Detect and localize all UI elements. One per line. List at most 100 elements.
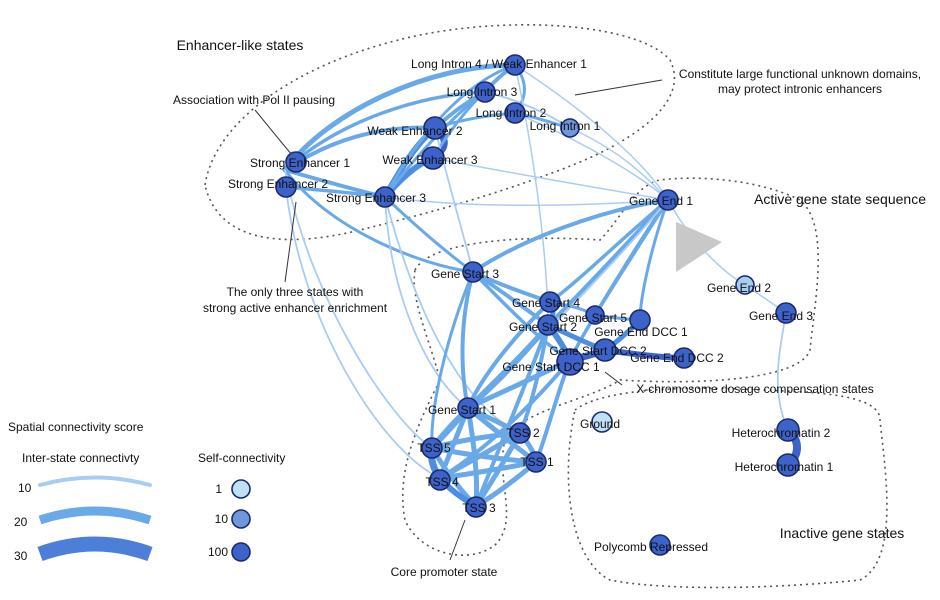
node-layer [275, 54, 800, 556]
label-tss-3: TSS 3 [462, 501, 496, 515]
edge-se3-tss2 [384, 196, 521, 434]
legend-self-swatch-10 [231, 509, 251, 529]
node-weak-enhancer-2[interactable] [423, 116, 447, 140]
annotation-pol2: Association with Pol II pausing [173, 93, 335, 107]
legend-inter-value-30: 30 [14, 549, 28, 563]
legend-self-swatch-100 [231, 542, 251, 562]
label-gene-start-4: Gene Start 4 [512, 296, 580, 310]
legend-inter-title: Inter-state connectivty [22, 451, 139, 465]
node-tss-1[interactable] [525, 451, 547, 473]
node-tss-3[interactable] [465, 496, 487, 518]
node-gene-end-dcc-2[interactable] [673, 347, 695, 369]
legend-self-swatch-1 [231, 479, 251, 499]
edge-li1-ge1 [569, 127, 669, 201]
node-gene-start-3[interactable] [462, 261, 484, 283]
label-gene-start-dcc-2: Gene Start DCC 2 [549, 344, 647, 358]
node-tss-5[interactable] [421, 437, 443, 459]
node-gene-end-dcc-1[interactable] [629, 309, 651, 331]
label-weak-enhancer-2: Weak Enhancer 2 [367, 124, 462, 138]
region-title-active: Active gene state sequence [754, 191, 926, 207]
pointer-core [449, 519, 466, 561]
node-gene-start-dcc-1[interactable] [556, 348, 584, 376]
legend-self-value-1: 1 [215, 482, 222, 496]
node-label-layer: Long Intron 4 / Weak Enhancer 1 Long Int… [228, 57, 834, 554]
node-gene-end-3[interactable] [775, 302, 797, 324]
label-heterochromatin-2: Heterochromatin 2 [732, 426, 831, 440]
edge-gs3-gs1 [460, 270, 475, 410]
legend-self-value-100: 100 [208, 545, 228, 559]
edge-li2-ge1 [514, 112, 669, 201]
node-strong-enhancer-3[interactable] [374, 186, 396, 208]
node-polycomb[interactable] [649, 534, 671, 556]
label-gene-end-3: Gene End 3 [749, 309, 813, 323]
label-long-intron-2: Long Intron 2 [476, 106, 547, 120]
node-gene-end-1[interactable] [657, 189, 679, 211]
pointer-three-states [284, 201, 297, 283]
edge-gs4-gs1 [466, 300, 552, 410]
edge-ge1-gs3 [471, 198, 670, 274]
annotation-three-line1: The only three states with [227, 285, 364, 299]
node-long-intron-3[interactable] [474, 81, 496, 103]
label-strong-enhancer-3: Strong Enhancer 3 [326, 191, 426, 205]
label-strong-enhancer-1: Strong Enhancer 1 [250, 156, 350, 170]
node-heterochromatin-2[interactable] [776, 418, 800, 442]
edge-se1-li4 [282, 62, 518, 173]
pointer-xchrom [604, 371, 623, 386]
edge-se2-tss4 [285, 186, 441, 479]
node-long-intron-1[interactable] [560, 118, 580, 138]
label-gene-end-dcc-2: Gene End DCC 2 [630, 351, 724, 365]
legend-inter-value-20: 20 [14, 515, 28, 529]
label-gene-end-1: Gene End 1 [629, 194, 693, 208]
edge-se3-ge1 [384, 196, 669, 207]
edge-ge1-gs2 [546, 198, 670, 327]
label-weak-enhancer-3: Weak Enhancer 3 [382, 153, 477, 167]
annotation-xchrom: X-chromosome dosage compensation states [636, 382, 873, 396]
node-strong-enhancer-2[interactable] [275, 176, 297, 198]
node-strong-enhancer-1[interactable] [285, 151, 307, 173]
label-ground: Ground [580, 417, 620, 431]
legend-inter-swatch-20 [38, 506, 152, 525]
node-heterochromatin-1[interactable] [776, 453, 800, 477]
label-gene-start-2: Gene Start 2 [509, 320, 577, 334]
region-title-inactive: Inactive gene states [780, 525, 905, 541]
edge-se1-li3 [283, 90, 487, 172]
node-long-intron-2[interactable] [504, 102, 526, 124]
node-weak-enhancer-3[interactable] [421, 146, 445, 170]
legend-inter-value-10: 10 [18, 481, 32, 495]
node-tss-4[interactable] [429, 469, 451, 491]
node-long-intron-4[interactable] [504, 54, 526, 76]
annotation-unknown-line1: Constitute large functional unknown doma… [679, 67, 921, 81]
legend-inter-swatch-10 [38, 475, 152, 487]
node-gene-start-2[interactable] [537, 314, 559, 336]
label-heterochromatin-1: Heterochromatin 1 [735, 460, 834, 474]
edge-se3-li4 [383, 63, 517, 199]
node-gene-end-2[interactable] [735, 275, 755, 295]
label-gene-start-3: Gene Start 3 [431, 267, 499, 281]
label-strong-enhancer-2: Strong Enhancer 2 [228, 177, 328, 191]
node-gene-start-4[interactable] [539, 291, 561, 313]
active-gene-region-outline [401, 177, 819, 556]
label-gene-end-dcc-1: Gene End DCC 1 [594, 325, 688, 339]
node-tss-2[interactable] [509, 422, 531, 444]
node-ground[interactable] [591, 411, 613, 433]
edge-we3-ge1 [432, 157, 669, 201]
edge-ge1-gsdcc1 [568, 198, 670, 362]
annotation-core: Core promoter state [391, 565, 498, 579]
label-long-intron-4: Long Intron 4 / Weak Enhancer 1 [411, 57, 587, 71]
edge-ge1-gs4 [548, 198, 670, 304]
edge-li4-ge1 [514, 64, 669, 201]
legend-inter-swatch-30 [37, 536, 153, 562]
label-polycomb: Polycomb Repressed [594, 540, 708, 554]
legend-self-title: Self-connectivity [198, 451, 285, 465]
legend-self-value-10: 10 [215, 512, 229, 526]
node-gene-start-1[interactable] [457, 397, 479, 419]
edge-gs3-tss5 [430, 270, 475, 450]
annotation-unknown-line2: may protect intronic enhancers [718, 82, 882, 96]
legend: Spatial connectivity score Inter-state c… [8, 420, 285, 563]
node-gene-start-dcc-2[interactable] [593, 338, 617, 362]
region-title-enhancer: Enhancer-like states [177, 37, 304, 53]
label-gene-start-1: Gene Start 1 [428, 403, 496, 417]
node-gene-start-5[interactable] [585, 305, 605, 325]
label-tss-1: TSS 1 [520, 455, 554, 469]
